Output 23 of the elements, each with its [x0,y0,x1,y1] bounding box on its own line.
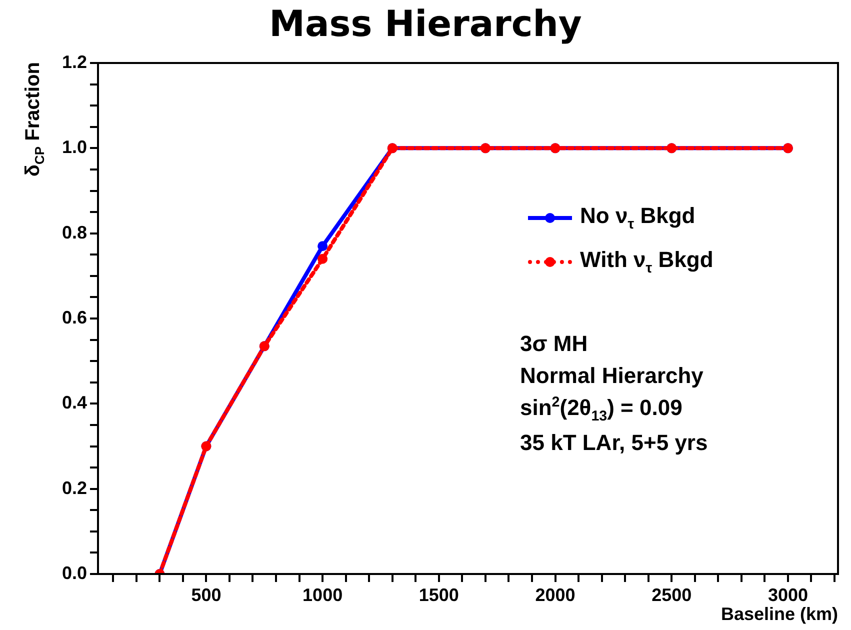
y-tick-label: 0.0 [62,562,87,583]
annotation: sin$^{2}$(2θ$_{13}$) = 0.09 [520,393,684,426]
y-tick-label: 0.8 [62,222,87,242]
x-tick-label: 500 [191,584,222,605]
x-axis-title: Baseline (km) [720,604,838,624]
x-tick-label: 2000 [535,584,576,605]
annotation: Normal Hierarchy [520,362,704,390]
x-tick-label: 1500 [418,584,459,605]
annotation: 3σ MH [520,330,589,358]
annotation: 35 kT LAr, 5+5 yrs [520,428,708,457]
legend-label: With ν$_{τ}$ Bkgd [580,247,714,277]
y-tick-label: 0.2 [62,478,87,498]
x-tick-label: 2500 [652,584,692,605]
point [318,241,328,252]
y-tick-label: 0.6 [62,307,87,328]
chart-title: Mass Hierarchy [268,4,583,45]
x-tick-label: 3000 [768,584,808,605]
y-tick-label: 1.2 [62,52,87,72]
x-tick-label: 1000 [302,584,343,605]
y-tick-label: 1.0 [62,137,87,158]
y-tick-label: 0.4 [62,392,87,413]
point [318,254,328,264]
legend-label: No ν$_{τ}$ Bkgd [580,203,696,233]
